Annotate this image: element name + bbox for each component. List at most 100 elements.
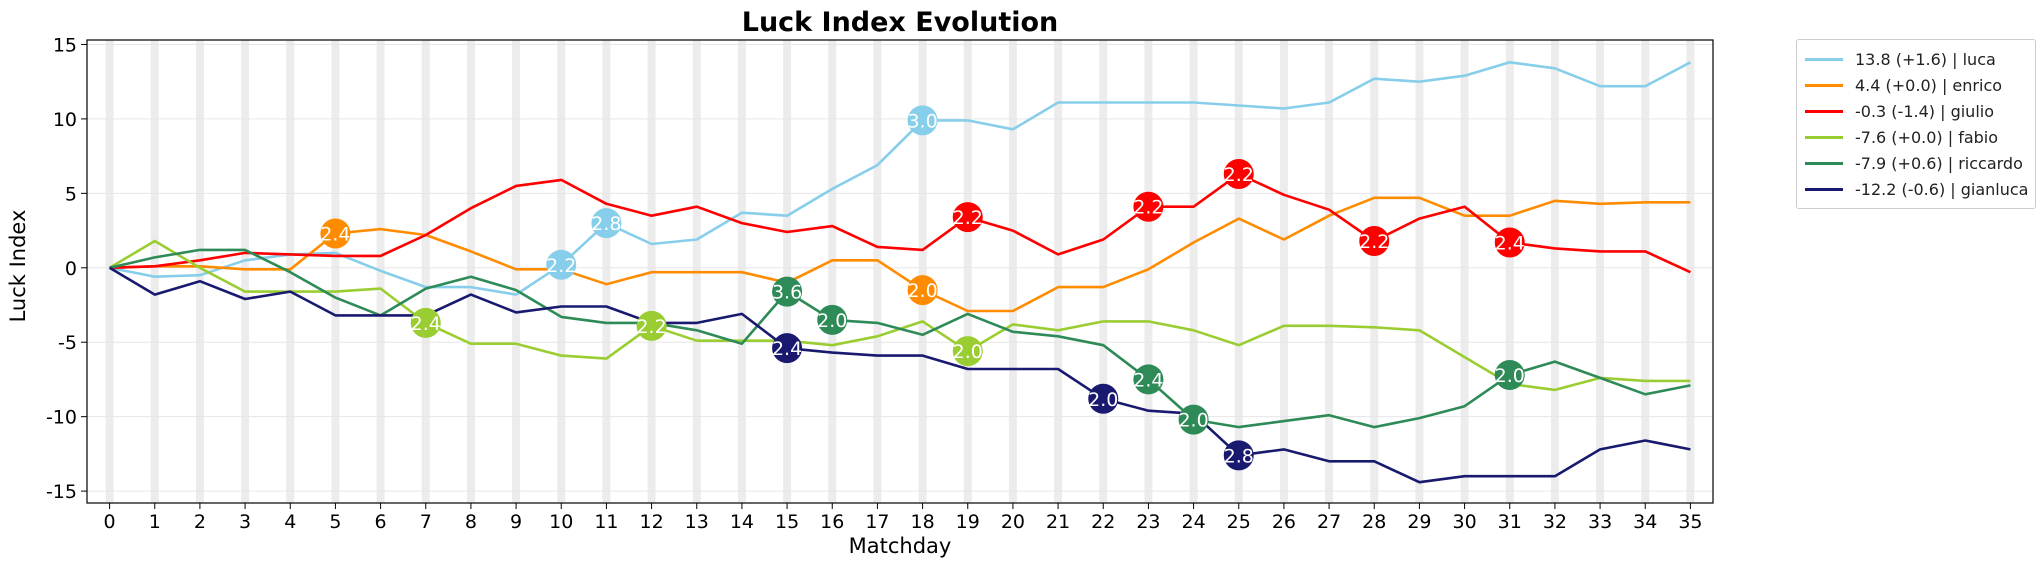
marker-giulio: [1494, 227, 1525, 258]
matchday-stripe: [828, 40, 837, 503]
x-tick-label: 9: [510, 511, 522, 533]
x-tick-label: 10: [549, 511, 573, 533]
marker-label-luca: 3.0: [907, 110, 937, 132]
x-tick-label: 5: [329, 511, 341, 533]
marker-label-gianluca: 2.0: [1088, 389, 1118, 411]
x-tick-label: 26: [1272, 511, 1296, 533]
y-axis-label: Luck Index: [6, 210, 30, 323]
marker-label-fabio: 2.2: [636, 316, 666, 338]
x-tick-label: 19: [956, 511, 980, 533]
matchday-stripe: [150, 40, 159, 503]
legend-swatch: [1805, 83, 1843, 87]
matchday-stripe: [873, 40, 882, 503]
matchday-stripe: [1370, 40, 1379, 503]
matchday-stripe: [918, 40, 927, 503]
x-tick-label: 7: [420, 511, 432, 533]
matchday-stripe: [1505, 40, 1514, 503]
marker-label-giulio: 2.2: [1359, 231, 1389, 253]
matchday-stripe: [783, 40, 792, 503]
marker-luca: [907, 105, 938, 136]
legend-swatch: [1805, 57, 1843, 61]
marker-enrico: [907, 275, 938, 306]
legend-swatch: [1805, 109, 1843, 113]
x-tick-label: 32: [1543, 511, 1567, 533]
matchday-stripe: [466, 40, 475, 503]
x-tick-label: 23: [1136, 511, 1160, 533]
matchday-stripe: [1415, 40, 1424, 503]
marker-riccardo: [772, 276, 803, 307]
x-tick-label: 31: [1498, 511, 1522, 533]
marker-label-riccardo: 2.0: [817, 310, 847, 332]
x-tick-label: 14: [730, 511, 754, 533]
matchday-stripe: [1596, 40, 1605, 503]
legend-label: -0.3 (-1.4) | giulio: [1855, 101, 1994, 121]
x-tick-label: 29: [1407, 511, 1431, 533]
legend-label: 13.8 (+1.6) | luca: [1855, 49, 1996, 69]
y-tick-label: -15: [46, 481, 77, 503]
x-tick-label: 15: [775, 511, 799, 533]
y-tick-label: 15: [53, 34, 77, 56]
x-tick-label: 20: [1001, 511, 1025, 533]
matchday-stripe: [512, 40, 521, 503]
marker-label-fabio: 2.4: [411, 313, 441, 335]
series-line-giulio: [109, 172, 1691, 274]
x-tick-label: 16: [820, 511, 844, 533]
marker-giulio: [1223, 158, 1254, 189]
matchday-stripe: [1144, 40, 1153, 503]
x-tick-label: 22: [1091, 511, 1115, 533]
legend-swatch: [1805, 187, 1843, 191]
x-tick-label: 21: [1046, 511, 1070, 533]
marker-label-gianluca: 2.8: [1224, 445, 1254, 467]
matchday-stripe: [1460, 40, 1469, 503]
matchday-stripe: [241, 40, 250, 503]
legend-item-giulio: -0.3 (-1.4) | giulio: [1805, 98, 2027, 124]
matchday-stripe: [1550, 40, 1559, 503]
x-tick-label: 30: [1452, 511, 1476, 533]
x-tick-label: 28: [1362, 511, 1386, 533]
x-tick-label: 0: [104, 511, 116, 533]
legend-label: 4.4 (+0.0) | enrico: [1855, 75, 2003, 95]
marker-label-riccardo: 2.4: [1133, 369, 1163, 391]
x-tick-label: 4: [284, 511, 296, 533]
marker-riccardo: [1133, 364, 1164, 395]
marker-enrico: [320, 218, 351, 249]
x-tick-label: 24: [1181, 511, 1205, 533]
x-tick-label: 18: [910, 511, 934, 533]
series-line-enrico: [109, 196, 1691, 313]
marker-label-luca: 2.2: [546, 255, 576, 277]
x-tick-label: 33: [1588, 511, 1612, 533]
marker-riccardo: [1494, 359, 1525, 390]
legend-label: -7.6 (+0.0) | fabio: [1855, 127, 1999, 147]
legend-label: -7.9 (+0.6) | riccardo: [1855, 153, 2023, 173]
x-axis-label: Matchday: [849, 534, 952, 558]
marker-label-riccardo: 3.6: [772, 282, 802, 304]
marker-giulio: [952, 202, 983, 233]
x-tick-label: 12: [639, 511, 663, 533]
matchday-stripe: [1008, 40, 1017, 503]
marker-label-enrico: 2.0: [907, 280, 937, 302]
matchday-stripe: [1189, 40, 1198, 503]
marker-luca: [591, 208, 622, 239]
marker-label-gianluca: 2.4: [772, 338, 802, 360]
marker-luca: [546, 249, 577, 280]
matchday-stripe: [1641, 40, 1650, 503]
marker-fabio: [410, 307, 441, 338]
y-tick-label: 10: [53, 109, 77, 131]
marker-label-luca: 2.8: [591, 213, 621, 235]
matchday-stripe: [963, 40, 972, 503]
x-tick-label: 6: [375, 511, 387, 533]
marker-fabio: [636, 310, 667, 341]
legend-item-gianluca: -12.2 (-0.6) | gianluca: [1805, 176, 2028, 202]
y-tick-label: -10: [46, 407, 77, 429]
marker-label-giulio: 2.2: [1224, 164, 1254, 186]
y-tick-label: 0: [65, 258, 77, 280]
matchday-stripe: [195, 40, 204, 503]
marker-gianluca: [1088, 383, 1119, 414]
y-tick-label: 5: [65, 183, 77, 205]
matchday-stripe: [1279, 40, 1288, 503]
series-line-riccardo: [109, 248, 1691, 429]
marker-riccardo: [1178, 404, 1209, 435]
marker-fabio: [952, 336, 983, 367]
plot-frame: [86, 39, 1714, 504]
